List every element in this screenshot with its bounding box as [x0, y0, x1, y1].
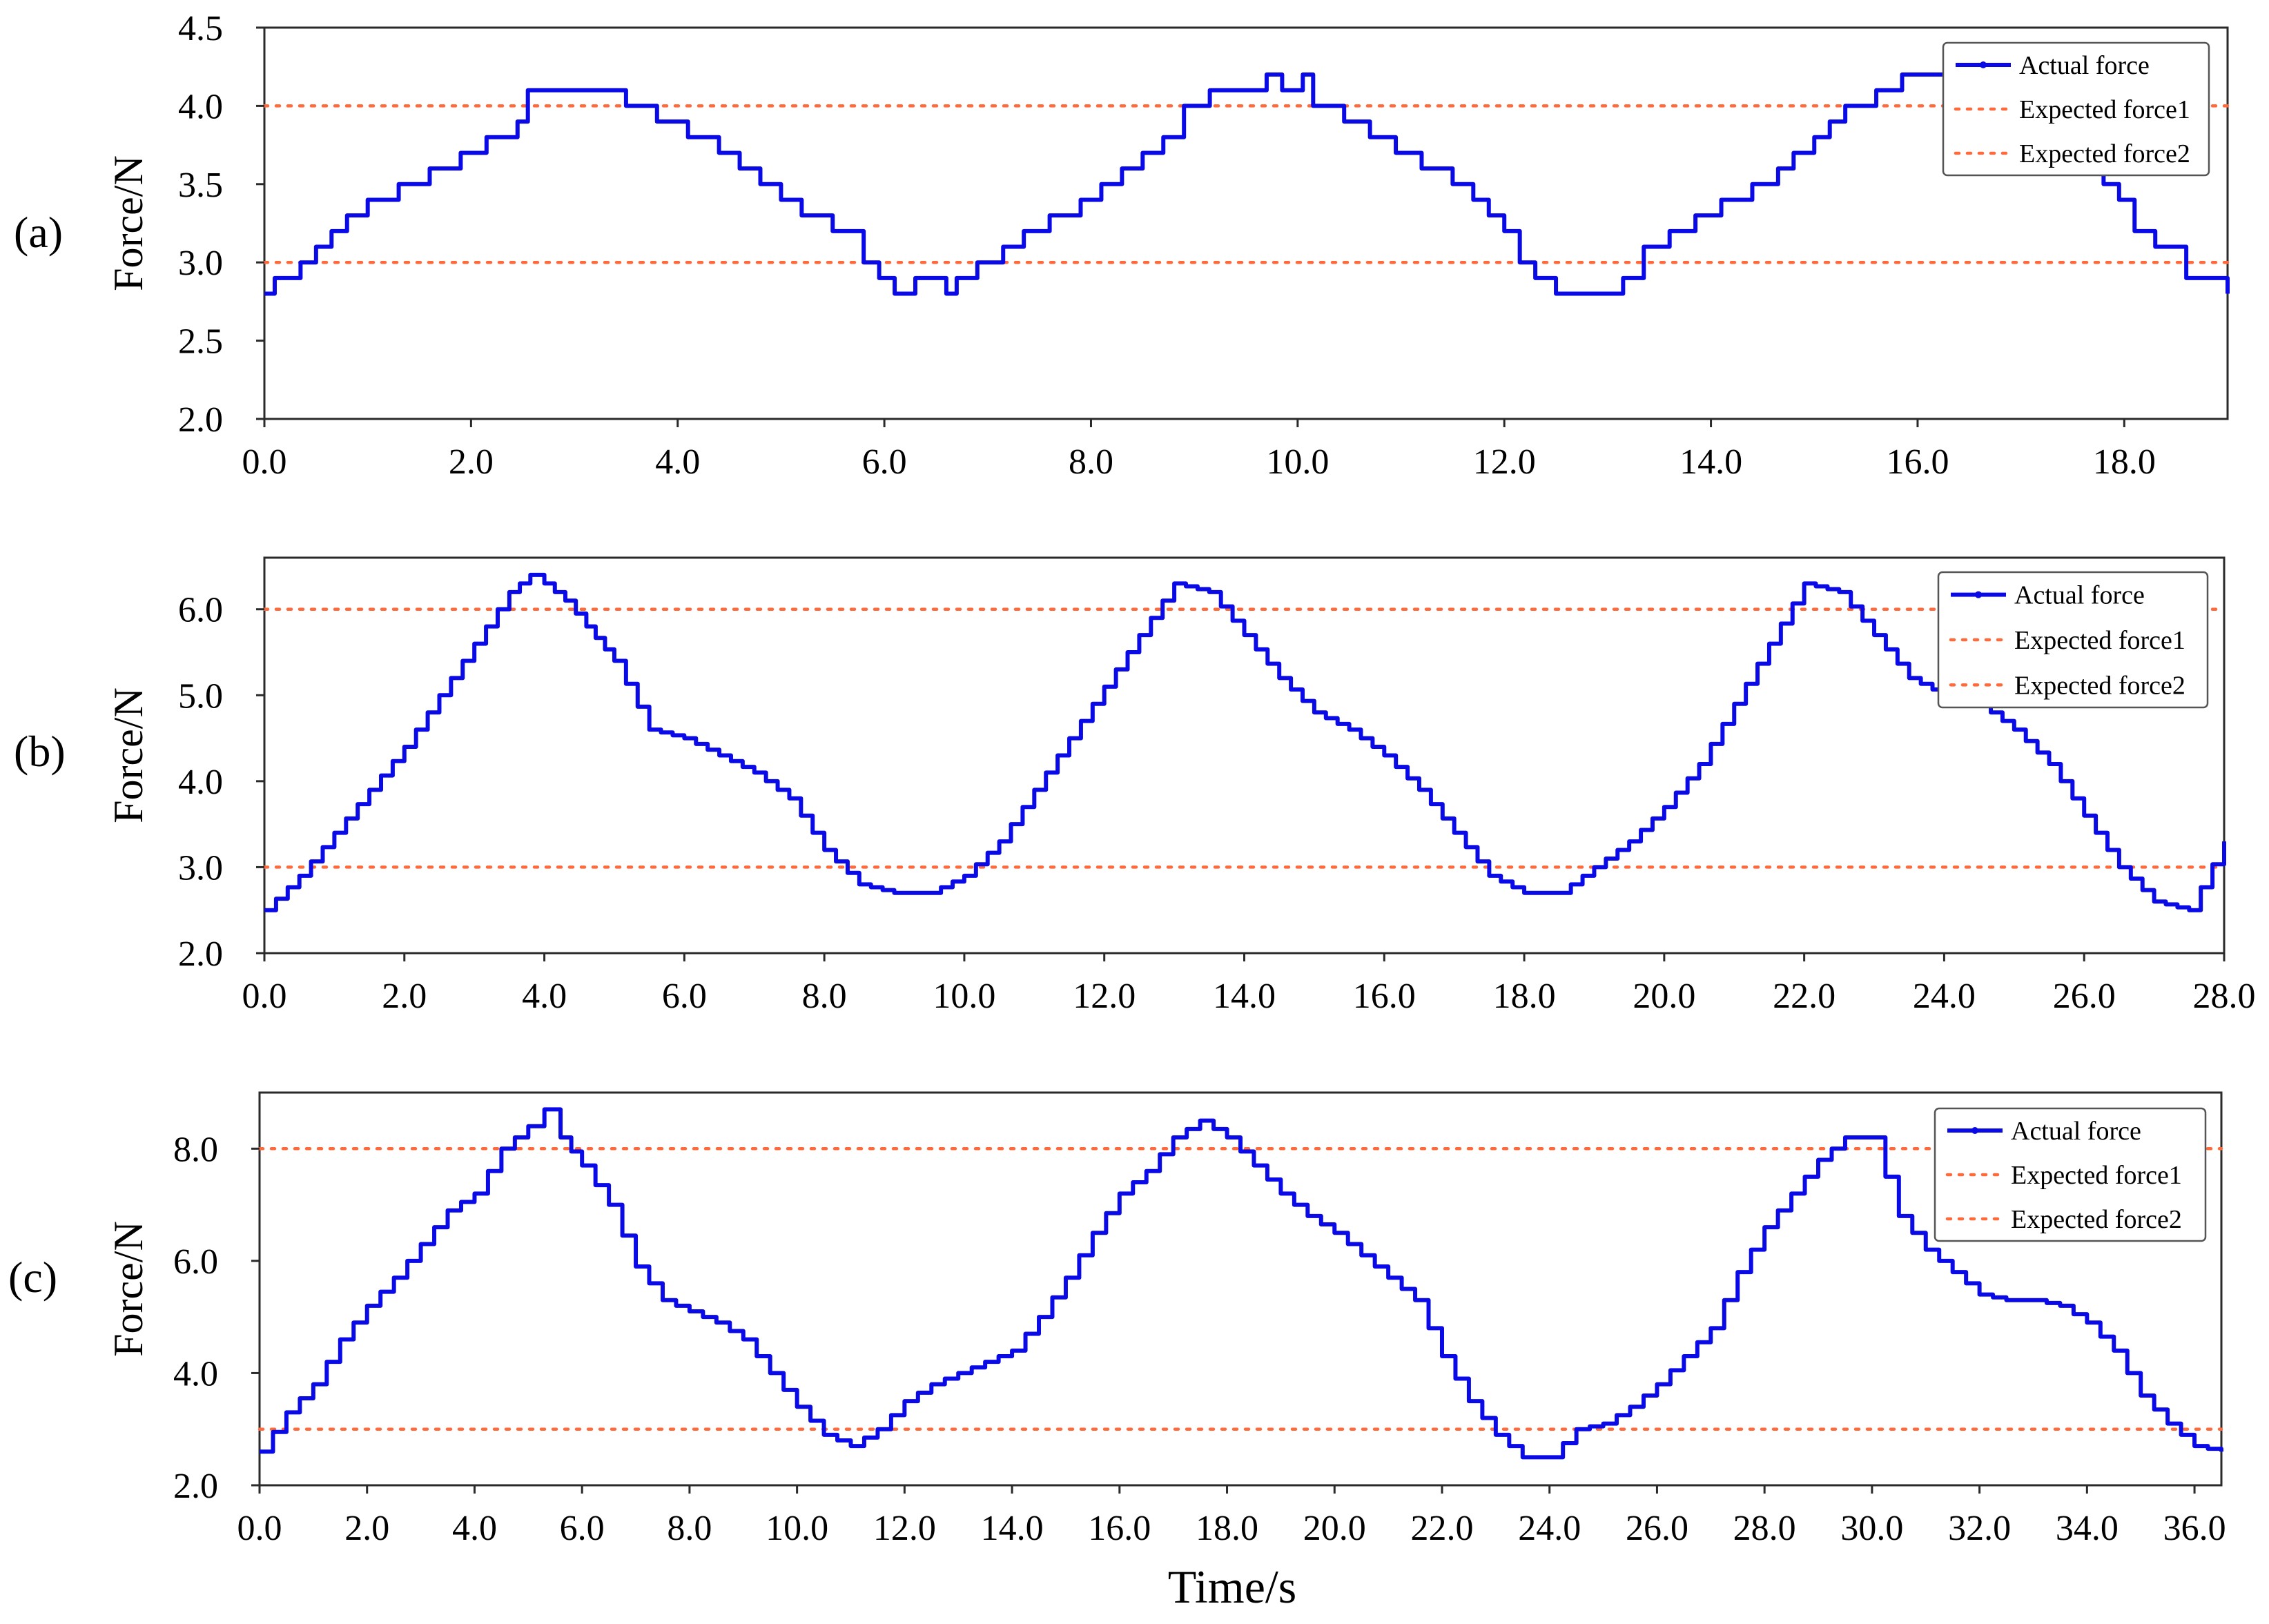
x-tick-label: 0.0 [242, 977, 287, 1016]
y-tick-label: 3.5 [178, 166, 223, 205]
x-tick-label: 18.0 [1493, 977, 1556, 1016]
legend-label: Expected force2 [2011, 1205, 2182, 1234]
x-tick-label: 24.0 [1518, 1509, 1581, 1548]
panel-label: (b) [14, 727, 66, 776]
legend-box [1934, 1107, 2207, 1242]
x-tick-label: 10.0 [766, 1509, 828, 1548]
x-tick-label: 28.0 [2193, 977, 2256, 1016]
legend: Actual force Expected force1 Expected forc… [1937, 571, 2209, 709]
legend-label: Actual force [2011, 1117, 2141, 1146]
x-tick-label: 22.0 [1773, 977, 1835, 1016]
x-tick-label: 10.0 [933, 977, 995, 1016]
y-tick-label: 4.0 [178, 87, 223, 126]
chart-panel: 2.0 4.0 6.0 8.0 0.0 2.0 4.0 6.0 8.0 10.0 12.0 14.0 1… [8, 1091, 2226, 1548]
x-tick-label: 8.0 [802, 977, 847, 1016]
x-tick-label: 12.0 [1073, 977, 1136, 1016]
x-tick-label: 4.0 [522, 977, 567, 1016]
x-tick-label: 36.0 [2163, 1509, 2226, 1548]
panel-label: (c) [8, 1253, 57, 1302]
x-tick-label: 30.0 [1840, 1509, 1903, 1548]
x-tick-label: 14.0 [1213, 977, 1276, 1016]
x-tick-label: 20.0 [1303, 1509, 1366, 1548]
chart-panel: 2.0 3.0 4.0 5.0 6.0 0.0 2.0 4.0 6.0 8.0 10.0 12.0 14… [14, 556, 2256, 1016]
actual-force-line [264, 72, 2230, 296]
y-axis-label: Force/N [106, 1221, 151, 1357]
legend-marker [1980, 61, 1987, 68]
plot-area [258, 1091, 2223, 1487]
actual-force-line [260, 1107, 2223, 1460]
legend-label: Expected force1 [2011, 1161, 2182, 1190]
y-tick-label: 4.5 [178, 9, 223, 48]
panel-label: (a) [14, 208, 63, 257]
x-tick-label: 0.0 [237, 1509, 282, 1548]
x-tick-label: 28.0 [1733, 1509, 1796, 1548]
x-tick-label: 6.0 [560, 1509, 605, 1548]
x-tick-label: 0.0 [242, 442, 287, 482]
y-tick-label: 4.0 [173, 1354, 218, 1393]
x-tick-label: 18.0 [1196, 1509, 1258, 1548]
legend-label: Expected force2 [2014, 671, 2185, 700]
legend-label: Expected force1 [2019, 95, 2190, 124]
x-tick-label: 10.0 [1266, 442, 1329, 482]
x-tick-label: 32.0 [1948, 1509, 2011, 1548]
x-tick-label: 6.0 [662, 977, 707, 1016]
x-tick-label: 18.0 [2093, 442, 2156, 482]
x-tick-label: 6.0 [862, 442, 907, 482]
y-tick-label: 4.0 [178, 763, 223, 802]
x-axis-label: Time/s [1168, 1561, 1296, 1613]
legend: Actual force Expected force1 Expected forc… [1942, 41, 2210, 177]
y-tick-label: 3.0 [178, 244, 223, 283]
x-tick-label: 24.0 [1913, 977, 1976, 1016]
x-tick-label: 14.0 [1679, 442, 1742, 482]
x-tick-label: 16.0 [1353, 977, 1416, 1016]
chart-panel: 2.0 2.5 3.0 3.5 4.0 4.5 0.0 2.0 4.0 6.0 8.0 10.0 12.… [14, 9, 2230, 482]
y-tick-label: 2.0 [178, 400, 223, 440]
x-tick-label: 8.0 [1069, 442, 1113, 482]
plot-area [263, 556, 2226, 955]
y-tick-label: 5.0 [178, 676, 223, 716]
x-tick-label: 14.0 [981, 1509, 1044, 1548]
plot-area [263, 26, 2229, 420]
y-axis-label: Force/N [106, 687, 151, 823]
x-tick-label: 16.0 [1088, 1509, 1151, 1548]
x-tick-label: 26.0 [2053, 977, 2116, 1016]
x-tick-label: 2.0 [382, 977, 427, 1016]
legend: Actual force Expected force1 Expected forc… [1934, 1107, 2207, 1242]
x-tick-label: 4.0 [655, 442, 700, 482]
legend-label: Expected force2 [2019, 139, 2190, 168]
y-tick-label: 3.0 [178, 848, 223, 888]
x-tick-label: 20.0 [1633, 977, 1695, 1016]
x-tick-label: 8.0 [667, 1509, 712, 1548]
y-axis-label: Force/N [106, 155, 151, 291]
legend-box [1942, 41, 2210, 177]
y-tick-label: 2.0 [173, 1467, 218, 1506]
x-tick-label: 2.0 [449, 442, 494, 482]
legend-label: Actual force [2019, 51, 2150, 80]
x-tick-label: 16.0 [1886, 442, 1949, 482]
x-tick-label: 26.0 [1626, 1509, 1688, 1548]
legend-label: Expected force1 [2014, 626, 2185, 655]
x-tick-label: 34.0 [2056, 1509, 2119, 1548]
y-tick-label: 2.5 [178, 322, 223, 362]
y-tick-label: 2.0 [178, 935, 223, 974]
x-tick-label: 2.0 [344, 1509, 389, 1548]
y-tick-label: 8.0 [173, 1130, 218, 1169]
legend-marker [1971, 1127, 1978, 1134]
y-tick-label: 6.0 [178, 591, 223, 630]
x-tick-label: 22.0 [1410, 1509, 1473, 1548]
legend-box [1937, 571, 2209, 709]
x-tick-label: 4.0 [452, 1509, 497, 1548]
x-tick-label: 12.0 [1473, 442, 1536, 482]
legend-marker [1975, 591, 1982, 598]
legend-label: Actual force [2014, 581, 2145, 610]
actual-force-line [264, 572, 2226, 912]
y-tick-label: 6.0 [173, 1242, 218, 1282]
x-tick-label: 12.0 [873, 1509, 936, 1548]
